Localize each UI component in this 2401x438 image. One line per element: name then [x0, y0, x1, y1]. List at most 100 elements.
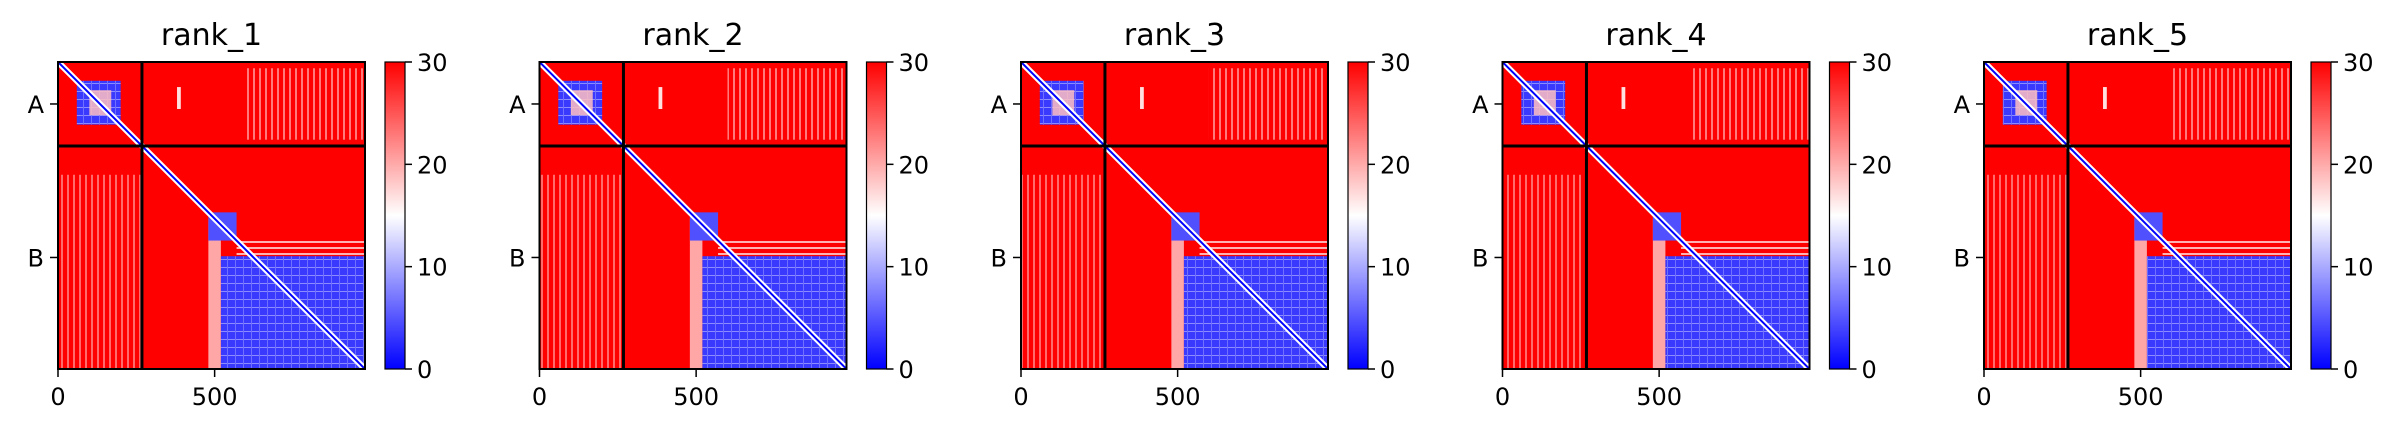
domain-edge-band — [1171, 218, 1184, 369]
colorbar: 0 10 20 30 — [1828, 49, 1893, 384]
colorbar-frame — [384, 61, 406, 370]
diagonal-line — [58, 62, 365, 369]
domain-edge-band — [1652, 218, 1666, 369]
colorbar-tick-label: 10 — [1380, 254, 1411, 282]
inter-chain-stripes — [1690, 68, 1810, 140]
colorbar-tick-label: 0 — [899, 356, 914, 384]
inter-chain-spot — [177, 87, 181, 109]
x-tick-label: 500 — [673, 383, 719, 411]
domain-row-band — [1681, 240, 1810, 257]
x-tick-label: 0 — [1013, 383, 1028, 411]
panel-4: rank_4 0 500 A B 0 10 20 30 — [1472, 18, 1892, 411]
x-tick-label: 0 — [50, 383, 65, 411]
inter-chain-spot — [1621, 87, 1626, 109]
colorbar-tick-label: 20 — [1862, 151, 1893, 179]
x-tick-label: 0 — [1976, 383, 1991, 411]
domain-block-b — [1183, 256, 1328, 369]
colorbar-tick-label: 10 — [417, 254, 448, 282]
chain-label: B — [1954, 244, 1970, 272]
colorbar: 0 10 20 30 — [865, 49, 930, 384]
colorbar-frame — [1347, 61, 1369, 370]
colorbar-tick-label: 0 — [1380, 356, 1395, 384]
domain-edge-band — [2134, 218, 2147, 369]
colorbar-tick-label: 30 — [899, 49, 930, 77]
x-tick-label: 0 — [532, 383, 547, 411]
colorbar-tick-label: 30 — [2343, 49, 2374, 77]
panel-5: rank_5 0 500 A B 0 10 20 30 — [1954, 18, 2374, 411]
colorbar: 0 10 20 30 — [2310, 49, 2374, 384]
panel-title: rank_5 — [2087, 18, 2188, 53]
colorbar-gradient — [385, 62, 405, 369]
colorbar-tick-label: 10 — [899, 254, 930, 282]
axes-frame — [1983, 61, 2292, 370]
chain-label: A — [28, 91, 45, 119]
chain-label: A — [991, 91, 1008, 119]
panel-title: rank_1 — [161, 18, 262, 53]
panel-title: rank_4 — [1605, 18, 1706, 53]
chain-label: A — [1472, 91, 1489, 119]
colorbar-frame — [865, 61, 888, 370]
x-tick-label: 500 — [2118, 383, 2164, 411]
colorbar-tick-label: 20 — [1380, 151, 1411, 179]
diagonal-line — [1984, 62, 2291, 369]
domain-row-band — [236, 240, 365, 257]
domain-row-band — [718, 240, 847, 257]
domain-block-b — [220, 256, 365, 369]
heatmap — [539, 62, 847, 369]
diagonal-line — [539, 62, 847, 369]
colorbar-gradient — [1829, 62, 1850, 369]
inter-chain-spot — [2103, 87, 2107, 109]
colorbar-gradient — [2311, 62, 2331, 369]
colorbar-tick-label: 20 — [2343, 151, 2374, 179]
domain-edge-band — [689, 218, 703, 369]
domain-edge-band — [208, 218, 221, 369]
panel-3: rank_3 0 500 A B 0 10 20 30 — [991, 18, 1411, 411]
colorbar-tick-label: 30 — [1862, 49, 1893, 77]
heatmap — [1984, 62, 2291, 369]
inter-chain-stripes — [1021, 174, 1105, 369]
colorbar-gradient — [866, 62, 887, 369]
inter-chain-stripes — [58, 174, 142, 369]
domain-row-band — [2162, 240, 2291, 257]
panel-title: rank_3 — [1124, 18, 1225, 53]
colorbar-frame — [2310, 61, 2332, 370]
x-tick-label: 500 — [1155, 383, 1201, 411]
heatmap — [1021, 62, 1328, 369]
x-tick-label: 500 — [1636, 383, 1682, 411]
chain-label: B — [509, 244, 525, 272]
colorbar-tick-label: 0 — [2343, 356, 2358, 384]
x-tick-label: 0 — [1495, 383, 1510, 411]
colorbar-frame — [1828, 61, 1851, 370]
axes-frame — [1020, 61, 1329, 370]
chain-label: B — [991, 244, 1007, 272]
chain-label: B — [1472, 244, 1488, 272]
colorbar-tick-label: 10 — [1862, 254, 1893, 282]
chain-label: B — [28, 244, 44, 272]
axes-frame — [538, 61, 848, 370]
axes-frame — [1501, 61, 1811, 370]
heatmap — [58, 62, 365, 369]
domain-block-b — [1665, 256, 1810, 369]
panel-title: rank_2 — [642, 18, 743, 53]
inter-chain-stripes — [539, 174, 624, 369]
axes-frame — [57, 61, 366, 370]
colorbar-tick-label: 0 — [1862, 356, 1877, 384]
chain-label: A — [509, 91, 526, 119]
colorbar-tick-label: 0 — [417, 356, 432, 384]
domain-row-band — [1199, 240, 1328, 257]
colorbar-tick-label: 20 — [417, 151, 448, 179]
colorbar: 0 10 20 30 — [384, 49, 448, 384]
inter-chain-spot — [658, 87, 663, 109]
colorbar: 0 10 20 30 — [1347, 49, 1411, 384]
colorbar-tick-label: 20 — [899, 151, 930, 179]
inter-chain-stripes — [2171, 68, 2291, 140]
colorbar-tick-label: 30 — [417, 49, 448, 77]
domain-block-b — [702, 256, 847, 369]
inter-chain-stripes — [245, 68, 365, 140]
inter-chain-spot — [1140, 87, 1144, 109]
heatmap — [1502, 62, 1810, 369]
inter-chain-stripes — [1984, 174, 2068, 369]
panel-2: rank_2 0 500 A B 0 10 20 30 — [509, 18, 929, 411]
diagonal-line — [1021, 62, 1328, 369]
